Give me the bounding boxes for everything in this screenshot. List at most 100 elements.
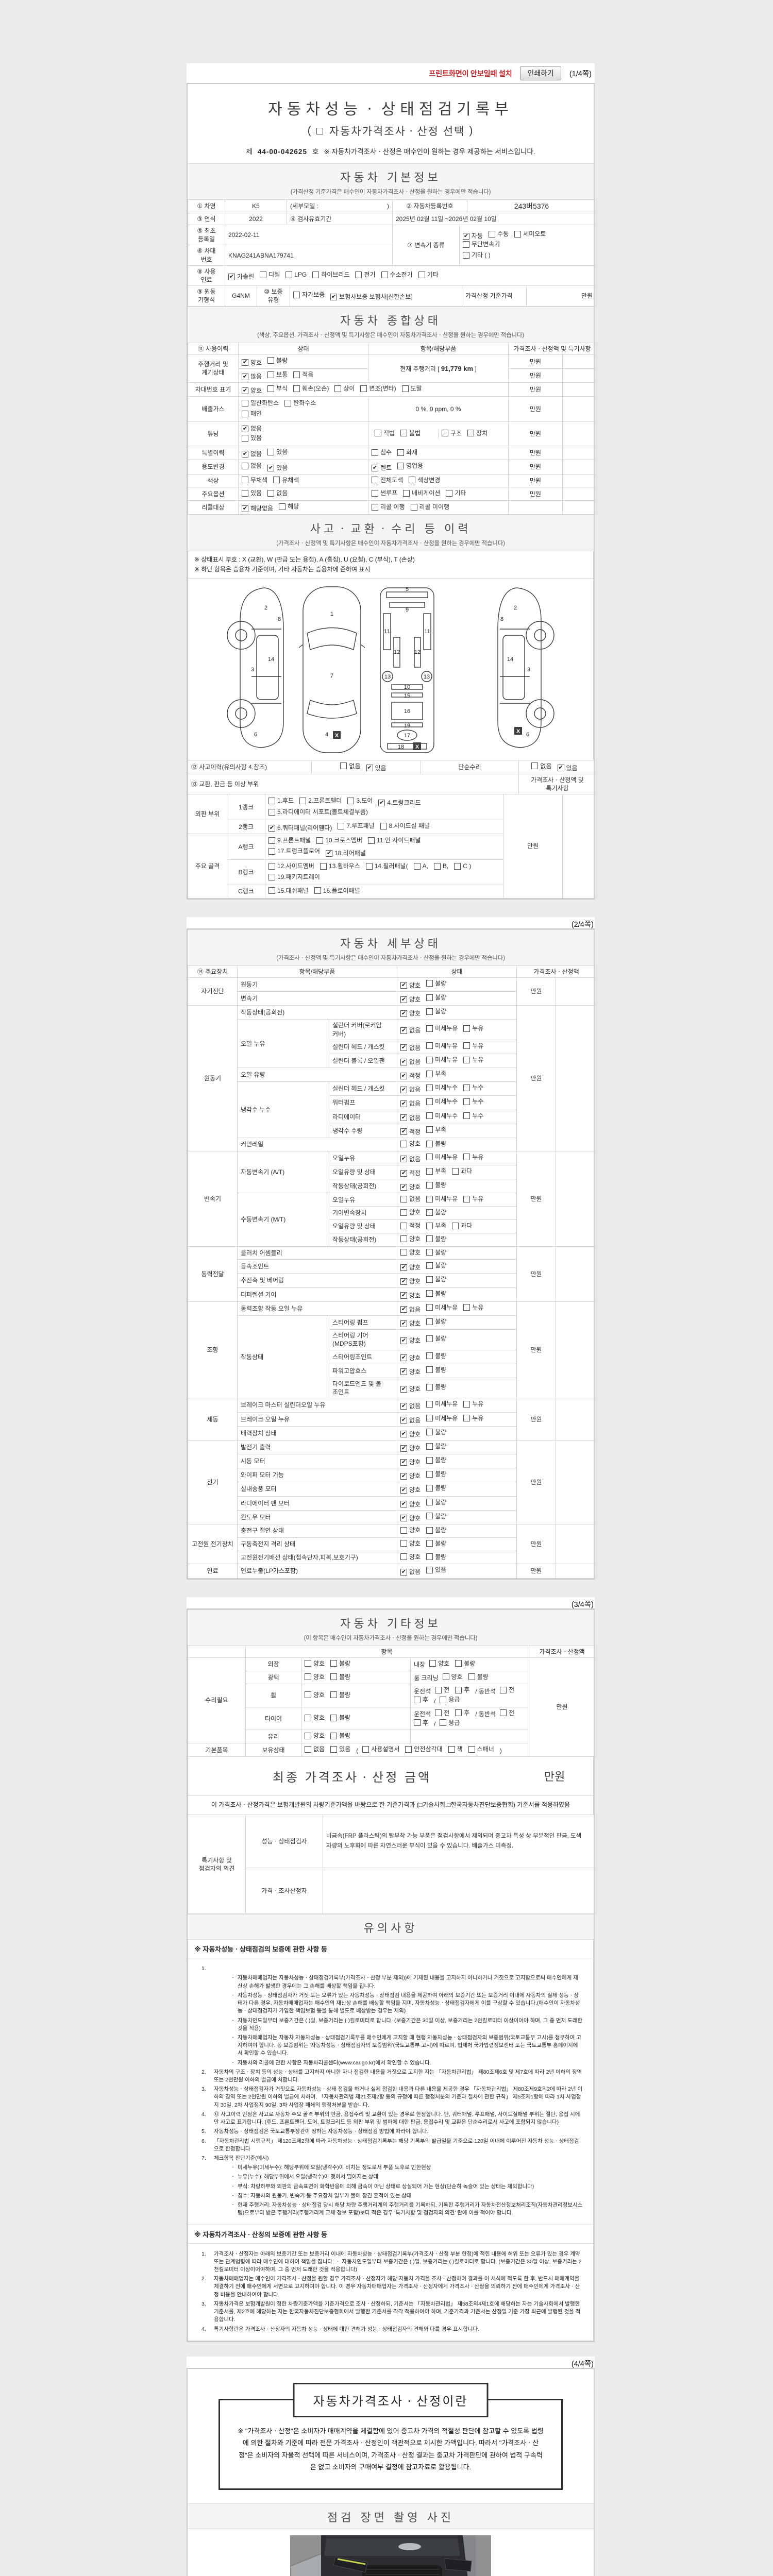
unchecked-checkbox-icon[interactable] <box>312 271 320 278</box>
checked-checkbox-icon[interactable]: ✔ <box>400 1278 408 1285</box>
checkbox-option[interactable]: 3.도어 <box>347 796 373 805</box>
checkbox-option[interactable]: 양호 <box>305 1659 325 1668</box>
unchecked-checkbox-icon[interactable] <box>426 1304 433 1311</box>
checkbox-option[interactable]: 후 <box>455 1686 469 1694</box>
unchecked-checkbox-icon[interactable] <box>340 762 347 770</box>
checkbox-option[interactable]: 불량 <box>468 1673 489 1681</box>
checkbox-option[interactable]: 누수 <box>463 1097 483 1106</box>
checkbox-option[interactable]: 12.사이드멤버 <box>268 862 314 870</box>
unchecked-checkbox-icon[interactable] <box>426 1443 433 1450</box>
checkbox-option[interactable]: A, <box>413 862 428 870</box>
unchecked-checkbox-icon[interactable] <box>400 1540 408 1547</box>
checkbox-option[interactable]: ✔ 양호 <box>400 1277 421 1285</box>
checkbox-option[interactable]: 사용설명서 <box>362 1745 399 1753</box>
unchecked-checkbox-icon[interactable] <box>400 1249 408 1256</box>
checkbox-option[interactable]: 양호 <box>400 1140 421 1148</box>
checkbox-option[interactable]: 잭 <box>448 1745 463 1753</box>
checkbox-option[interactable]: 불량 <box>267 357 288 365</box>
unchecked-checkbox-icon[interactable] <box>463 1084 470 1091</box>
unchecked-checkbox-icon[interactable] <box>467 430 475 437</box>
unchecked-checkbox-icon[interactable] <box>305 1660 311 1667</box>
unchecked-checkbox-icon[interactable] <box>320 862 327 870</box>
unchecked-checkbox-icon[interactable] <box>463 251 469 259</box>
checkbox-option[interactable]: 불량 <box>426 1208 446 1216</box>
checkbox-option[interactable]: 유채색 <box>273 476 299 484</box>
checkbox-option[interactable]: 탄화수소 <box>284 399 316 407</box>
checkbox-option[interactable]: ✔ 양호 <box>400 1430 421 1438</box>
unchecked-checkbox-icon[interactable] <box>463 241 469 248</box>
checked-checkbox-icon[interactable]: ✔ <box>372 465 378 472</box>
unchecked-checkbox-icon[interactable] <box>414 1696 421 1703</box>
checkbox-option[interactable]: 화재 <box>397 448 417 456</box>
unchecked-checkbox-icon[interactable] <box>426 1499 433 1506</box>
checkbox-option[interactable]: 양호 <box>442 1673 463 1681</box>
checked-checkbox-icon[interactable]: ✔ <box>242 505 248 512</box>
checkbox-option[interactable]: ✔ 있음 <box>366 764 386 772</box>
checkbox-option[interactable]: 불량 <box>426 1140 446 1148</box>
checkbox-option[interactable]: 10.크로스멤버 <box>316 836 362 844</box>
unchecked-checkbox-icon[interactable] <box>372 490 378 497</box>
unchecked-checkbox-icon[interactable] <box>426 1470 433 1478</box>
checked-checkbox-icon[interactable]: ✔ <box>400 1354 408 1362</box>
price-appraisal-select-checkbox[interactable] <box>316 127 323 134</box>
checked-checkbox-icon[interactable]: ✔ <box>400 1417 408 1424</box>
checkbox-option[interactable]: 불량 <box>426 1290 446 1298</box>
checkbox-option[interactable]: 불량 <box>426 1261 446 1269</box>
unchecked-checkbox-icon[interactable] <box>426 1429 433 1436</box>
unchecked-checkbox-icon[interactable] <box>330 1691 338 1699</box>
checkbox-option[interactable]: 전 <box>435 1686 449 1694</box>
checkbox-option[interactable]: 불법 <box>400 429 421 437</box>
checkbox-option[interactable]: ✔ 없음 <box>400 1099 421 1108</box>
checkbox-option[interactable]: ✔ 렌트 <box>372 464 392 472</box>
checked-checkbox-icon[interactable]: ✔ <box>400 1114 408 1122</box>
unchecked-checkbox-icon[interactable] <box>463 1056 470 1063</box>
checkbox-option[interactable]: ✔ 양호 <box>400 1368 421 1376</box>
checkbox-option[interactable]: 2.프론트휀더 <box>299 796 342 805</box>
checkbox-option[interactable]: 응급 <box>440 1696 460 1704</box>
unchecked-checkbox-icon[interactable] <box>426 1540 433 1547</box>
checked-checkbox-icon[interactable]: ✔ <box>268 824 275 832</box>
checkbox-option[interactable]: ✔ 없음 <box>400 1306 421 1314</box>
checkbox-option[interactable]: ✔ 없음 <box>400 1402 421 1410</box>
checkbox-option[interactable]: 미세누유 <box>426 1195 458 1203</box>
unchecked-checkbox-icon[interactable] <box>426 1154 433 1161</box>
checkbox-option[interactable]: 양호 <box>429 1659 449 1668</box>
checked-checkbox-icon[interactable]: ✔ <box>400 1156 408 1163</box>
checkbox-option[interactable]: 없음 <box>242 462 262 470</box>
unchecked-checkbox-icon[interactable] <box>426 1025 433 1032</box>
checkbox-option[interactable]: 14.필러패널( <box>365 862 408 870</box>
checkbox-option[interactable]: 불량 <box>426 1352 446 1360</box>
checkbox-option[interactable]: 누유 <box>463 1195 483 1203</box>
checkbox-option[interactable]: ✔ 해당없음 <box>242 504 273 513</box>
unchecked-checkbox-icon[interactable] <box>440 1696 447 1703</box>
checkbox-option[interactable]: 적정 <box>400 1222 421 1230</box>
checkbox-option[interactable]: 수소전기 <box>381 270 413 279</box>
unchecked-checkbox-icon[interactable] <box>426 1195 433 1202</box>
checked-checkbox-icon[interactable]: ✔ <box>330 293 338 300</box>
checkbox-option[interactable]: ✔ 양호 <box>400 981 421 990</box>
checkbox-option[interactable]: 미세누유 <box>426 1024 458 1032</box>
unchecked-checkbox-icon[interactable] <box>400 1527 408 1534</box>
unchecked-checkbox-icon[interactable] <box>268 862 275 870</box>
checkbox-option[interactable]: ✔ 양호 <box>400 1500 421 1509</box>
unchecked-checkbox-icon[interactable] <box>455 1660 462 1667</box>
unchecked-checkbox-icon[interactable] <box>500 1709 507 1717</box>
unchecked-checkbox-icon[interactable] <box>514 230 522 238</box>
checkbox-option[interactable]: 불량 <box>426 1248 446 1257</box>
unchecked-checkbox-icon[interactable] <box>413 862 421 870</box>
unchecked-checkbox-icon[interactable] <box>400 1209 408 1216</box>
unchecked-checkbox-icon[interactable] <box>372 449 378 456</box>
unchecked-checkbox-icon[interactable] <box>268 808 275 816</box>
checked-checkbox-icon[interactable]: ✔ <box>400 1515 408 1522</box>
checked-checkbox-icon[interactable]: ✔ <box>557 765 564 772</box>
checkbox-option[interactable]: 불량 <box>426 993 446 1002</box>
unchecked-checkbox-icon[interactable] <box>463 1098 470 1106</box>
checkbox-option[interactable]: 양호 <box>400 1553 421 1561</box>
checkbox-option[interactable]: 양호 <box>400 1235 421 1243</box>
unchecked-checkbox-icon[interactable] <box>463 1042 470 1049</box>
unchecked-checkbox-icon[interactable] <box>426 1383 433 1391</box>
checked-checkbox-icon[interactable]: ✔ <box>400 996 408 1003</box>
checkbox-option[interactable]: ✔ 양호 <box>242 386 262 395</box>
checkbox-option[interactable]: 누유 <box>463 1024 483 1032</box>
checkbox-option[interactable]: 훼손(오손) <box>293 384 329 393</box>
